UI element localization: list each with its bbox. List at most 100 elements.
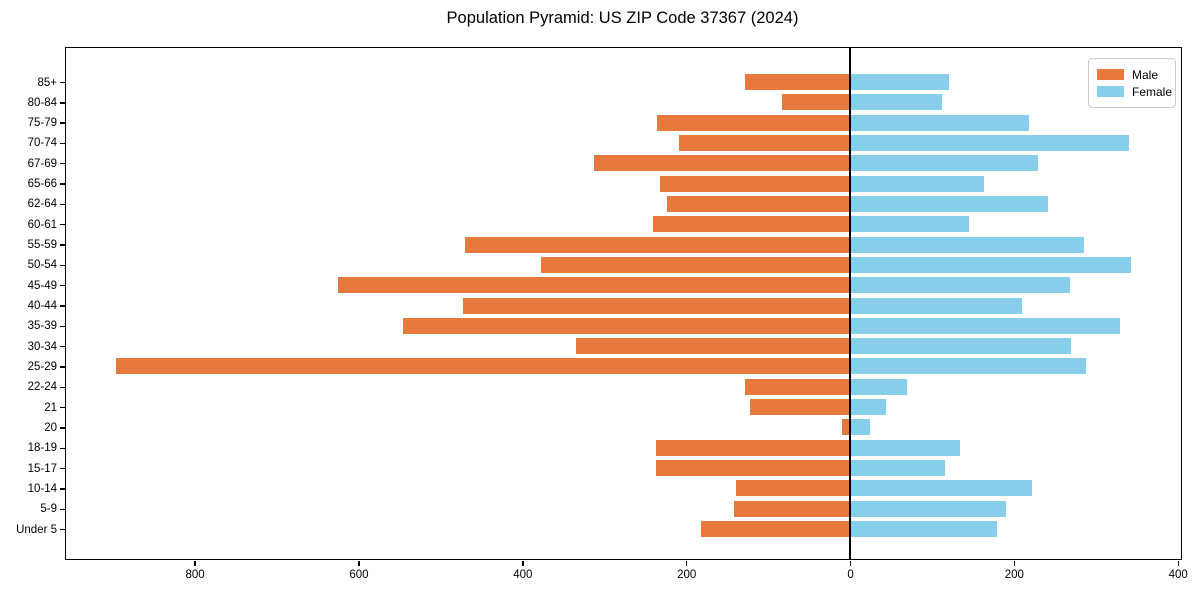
y-tick-label-75-79: 75-79 xyxy=(27,117,57,130)
y-tick-mark xyxy=(60,366,65,368)
x-tick-label: 800 xyxy=(185,569,205,581)
y-tick-mark xyxy=(60,528,65,531)
bar-male-under-5 xyxy=(700,521,850,538)
y-tick-mark xyxy=(60,142,65,145)
bar-male-45-49 xyxy=(337,277,851,294)
x-tick-label: 200 xyxy=(1004,569,1024,581)
y-tick-label-45-49: 45-49 xyxy=(27,279,57,292)
y-tick-mark xyxy=(60,264,65,267)
bar-female-80-84 xyxy=(850,94,942,111)
y-tick-mark xyxy=(60,325,65,328)
bar-female-10-14 xyxy=(850,480,1032,497)
legend-item-female: Female xyxy=(1097,83,1172,100)
y-tick-label-55-59: 55-59 xyxy=(27,239,57,252)
bar-female-35-39 xyxy=(850,317,1121,334)
y-tick-mark xyxy=(60,224,65,226)
bar-male-62-64 xyxy=(666,195,850,212)
y-tick-mark xyxy=(60,406,65,409)
y-tick-mark xyxy=(60,508,65,510)
y-tick-label-22-24: 22-24 xyxy=(27,381,57,394)
bar-male-10-14 xyxy=(736,480,851,497)
bar-female-22-24 xyxy=(850,378,908,395)
y-tick-label-70-74: 70-74 xyxy=(27,137,57,150)
y-tick-label-50-54: 50-54 xyxy=(27,259,57,272)
bar-male-50-54 xyxy=(541,256,850,273)
y-tick-label-62-64: 62-64 xyxy=(27,198,57,211)
male-swatch xyxy=(1097,69,1124,80)
bar-female-70-74 xyxy=(850,134,1129,151)
x-tick-mark xyxy=(522,561,524,566)
y-tick-mark xyxy=(60,203,65,206)
bar-male-60-61 xyxy=(652,216,851,233)
y-tick-label-80-84: 80-84 xyxy=(27,96,57,109)
y-tick-mark xyxy=(60,163,65,165)
bar-female-55-59 xyxy=(850,236,1084,253)
x-tick-label: 600 xyxy=(349,569,369,581)
bar-male-65-66 xyxy=(659,175,851,192)
y-tick-label-85+: 85+ xyxy=(37,76,57,89)
bar-male-15-17 xyxy=(655,460,851,477)
bar-female-45-49 xyxy=(850,277,1070,294)
bar-female-62-64 xyxy=(850,195,1049,212)
bar-male-85+ xyxy=(745,74,851,90)
bar-female-75-79 xyxy=(850,114,1029,131)
bar-female-21 xyxy=(850,399,887,416)
bar-female-under-5 xyxy=(850,521,998,538)
bar-female-67-69 xyxy=(850,155,1039,172)
x-tick-mark xyxy=(194,561,196,566)
y-tick-label-10-14: 10-14 xyxy=(27,482,57,495)
legend-label-female: Female xyxy=(1132,84,1173,99)
bar-female-65-66 xyxy=(850,175,984,192)
bar-male-80-84 xyxy=(782,94,850,111)
bar-male-18-19 xyxy=(655,439,851,456)
bar-male-70-74 xyxy=(678,134,851,151)
legend-item-male: Male xyxy=(1097,66,1166,83)
y-tick-label-18-19: 18-19 xyxy=(27,442,57,455)
bar-male-20 xyxy=(841,419,851,436)
bar-male-35-39 xyxy=(402,317,850,334)
bar-male-22-24 xyxy=(745,378,851,395)
y-tick-mark xyxy=(60,386,65,388)
bar-female-30-34 xyxy=(850,338,1072,355)
x-tick-label: 400 xyxy=(513,569,533,581)
bar-female-50-54 xyxy=(850,256,1132,273)
y-tick-mark xyxy=(60,102,65,104)
bar-female-85+ xyxy=(850,74,950,90)
y-tick-mark xyxy=(60,183,65,185)
bar-male-5-9 xyxy=(733,500,851,517)
y-tick-label-67-69: 67-69 xyxy=(27,157,57,170)
y-tick-label-60-61: 60-61 xyxy=(27,218,57,231)
bar-female-60-61 xyxy=(850,216,969,233)
zero-axis-line xyxy=(849,48,851,559)
y-tick-label-21: 21 xyxy=(44,401,57,414)
y-tick-mark xyxy=(60,285,65,287)
y-tick-label-15-17: 15-17 xyxy=(27,462,57,475)
x-tick-label: 200 xyxy=(677,569,697,581)
bar-female-20 xyxy=(850,419,870,436)
y-tick-mark xyxy=(60,345,65,348)
bar-female-25-29 xyxy=(850,358,1086,375)
bar-male-75-79 xyxy=(656,114,850,131)
bar-female-40-44 xyxy=(850,297,1023,314)
bar-female-15-17 xyxy=(850,460,946,477)
bar-male-21 xyxy=(750,399,850,416)
x-tick-mark xyxy=(1013,561,1016,566)
x-tick-mark xyxy=(849,561,852,566)
female-swatch xyxy=(1097,86,1124,97)
legend: Male Female xyxy=(1088,58,1176,108)
y-tick-mark xyxy=(60,122,65,124)
y-tick-label-25-29: 25-29 xyxy=(27,360,57,373)
y-tick-label-40-44: 40-44 xyxy=(27,300,57,313)
bar-male-55-59 xyxy=(464,236,851,253)
bar-male-30-34 xyxy=(576,338,851,355)
bar-male-40-44 xyxy=(462,297,851,314)
plot-area: Male Female xyxy=(65,47,1182,560)
y-tick-label-35-39: 35-39 xyxy=(27,320,57,333)
x-tick-mark xyxy=(685,561,688,566)
legend-label-male: Male xyxy=(1132,67,1159,82)
x-tick-mark xyxy=(1177,561,1179,566)
y-tick-mark xyxy=(60,467,65,470)
y-tick-label-under-5: Under 5 xyxy=(16,523,57,536)
chart-title: Population Pyramid: US ZIP Code 37367 (2… xyxy=(446,9,799,27)
